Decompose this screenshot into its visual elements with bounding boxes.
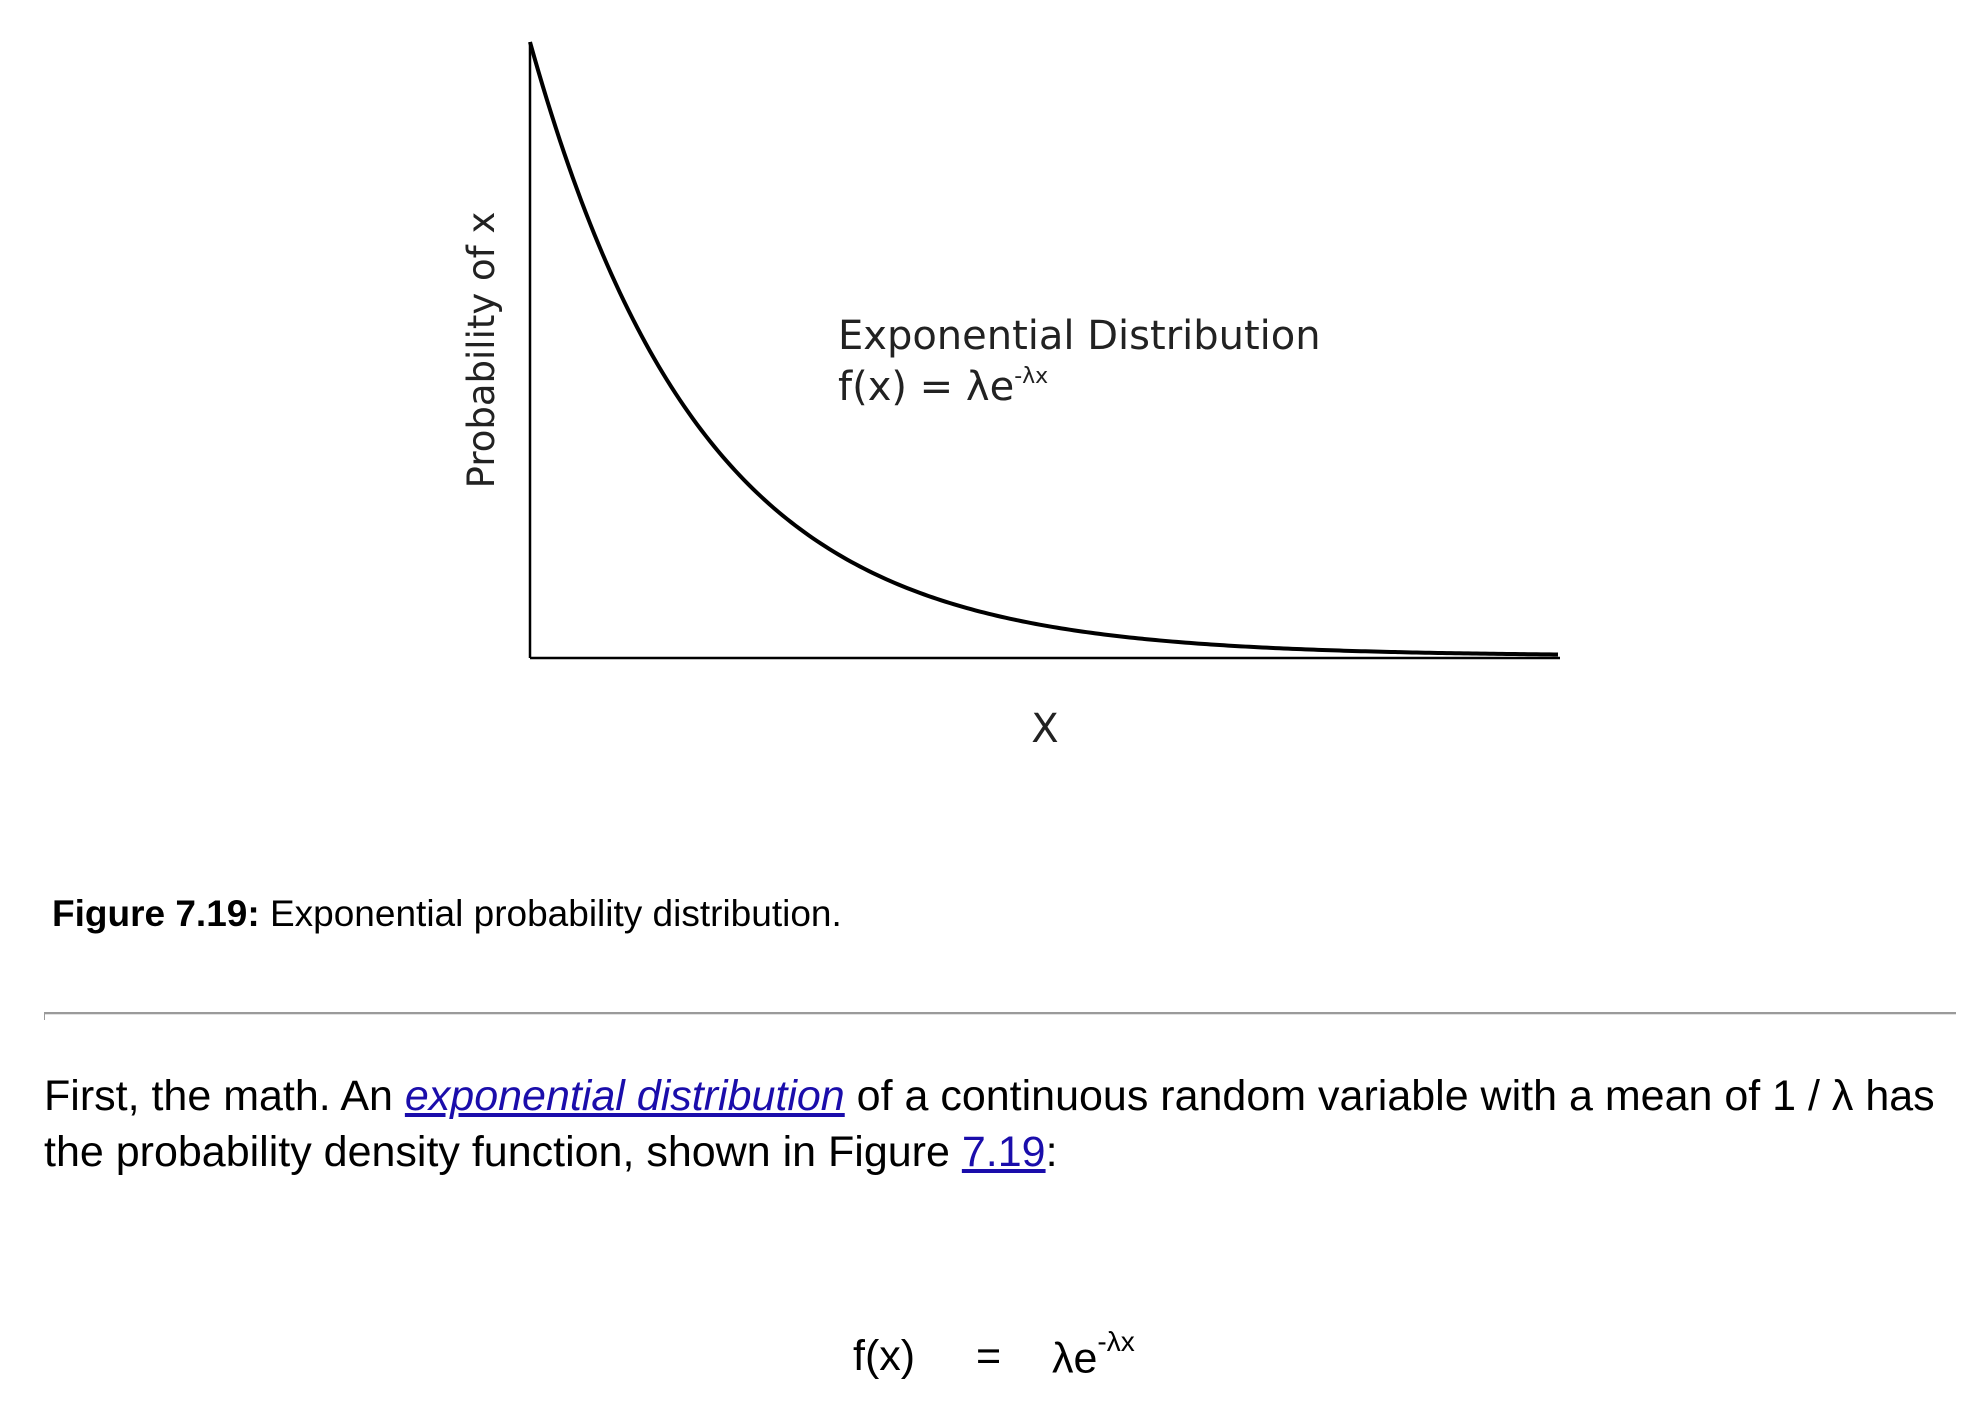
- annotation-formula-base: f(x) = λe: [838, 364, 1014, 410]
- paragraph-text-before: First, the math. An: [44, 1072, 405, 1120]
- paragraph-text-middle: of a continuous random variable with a m…: [44, 1072, 1935, 1176]
- formula-rhs: λe-λx: [1052, 1326, 1135, 1383]
- divider-left-tick: [44, 1012, 45, 1020]
- annotation-formula-exponent: -λx: [1014, 364, 1048, 389]
- paragraph-text-after: :: [1045, 1128, 1058, 1176]
- formula-equals: =: [976, 1332, 1002, 1380]
- horizontal-divider: [44, 1012, 1956, 1015]
- figure-reference-link[interactable]: 7.19: [961, 1128, 1046, 1176]
- figure-caption-text: Exponential probability distribution.: [259, 893, 842, 934]
- formula-rhs-exponent: -λx: [1097, 1326, 1135, 1357]
- exponential-distribution-link[interactable]: exponential distribution: [404, 1072, 845, 1120]
- annotation-formula: f(x) = λe-λx: [838, 364, 1048, 410]
- exponential-distribution-chart: Probability of x X Exponential Distribut…: [460, 41, 1560, 752]
- formula-lhs: f(x): [853, 1332, 916, 1380]
- x-axis-label: X: [1031, 706, 1058, 752]
- y-axis-label: Probability of x: [460, 212, 503, 489]
- exponential-curve: [528, 41, 1559, 657]
- figure-caption-label: Figure 7.19:: [52, 893, 260, 934]
- figure-caption: Figure 7.19: Exponential probability dis…: [52, 893, 842, 935]
- body-paragraph: First, the math. An exponential distribu…: [44, 1068, 1944, 1180]
- formula-rhs-base: λe: [1052, 1334, 1098, 1383]
- annotation-title: Exponential Distribution: [838, 313, 1321, 359]
